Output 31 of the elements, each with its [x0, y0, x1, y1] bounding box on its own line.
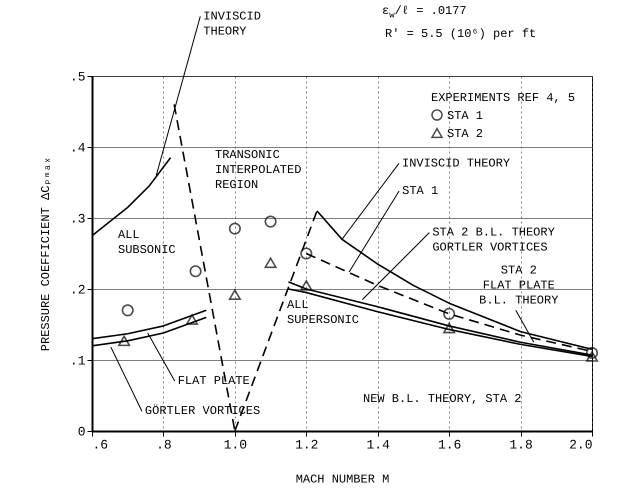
y-tick-label: .5: [70, 70, 86, 84]
annotation: INVISCID THEORY: [402, 156, 510, 170]
x-tick-label: 1.2: [295, 438, 318, 452]
legend-label: STA 2: [447, 127, 484, 141]
x-tick-label: .6: [92, 438, 108, 452]
annotation: STA 2 FLAT PLATE B.L. THEORY: [479, 263, 558, 308]
legend-title: EXPERIMENTS REF 4, 5: [431, 91, 576, 105]
legend-label: STA 1: [447, 109, 484, 123]
x-tick-label: 2.0: [569, 438, 592, 452]
x-tick-label: 1.6: [438, 438, 462, 452]
x-axis-title: MACH NUMBER M: [296, 472, 390, 486]
x-tick-label: .8: [156, 438, 172, 452]
annotation: TRANSONIC INTERPOLATED REGION: [215, 148, 302, 193]
annotation: STA 2 B.L. THEORY GORTLER VORTICES: [432, 226, 555, 255]
y-axis-title: PRESSURE COEFFICIENT ΔCₚₘₐₓ: [38, 156, 53, 352]
annotation: STA 1: [402, 184, 438, 198]
annotation: NEW B.L. THEORY, STA 2: [363, 392, 522, 407]
text: R' = 5.5 (10⁶) per ft: [385, 27, 536, 42]
x-tick-label: 1.8: [509, 438, 533, 452]
text: ε$_{w}$/ℓ = .0177: [382, 4, 467, 22]
annotation: INVISCID THEORY: [203, 9, 261, 38]
y-tick-label: .4: [70, 140, 86, 156]
annotation: ALL SUPERSONIC: [287, 298, 360, 328]
y-tick-label: 0: [78, 424, 86, 440]
annotation: FLAT PLATE: [178, 374, 250, 388]
y-tick-label: .3: [70, 212, 86, 226]
y-tick-label: .2: [70, 282, 86, 298]
annotation: ALL SUBSONIC: [118, 228, 176, 258]
y-tick-label: .1: [70, 354, 86, 368]
x-tick-label: 1.4: [366, 438, 390, 452]
x-tick-label: 1.0: [224, 438, 248, 452]
